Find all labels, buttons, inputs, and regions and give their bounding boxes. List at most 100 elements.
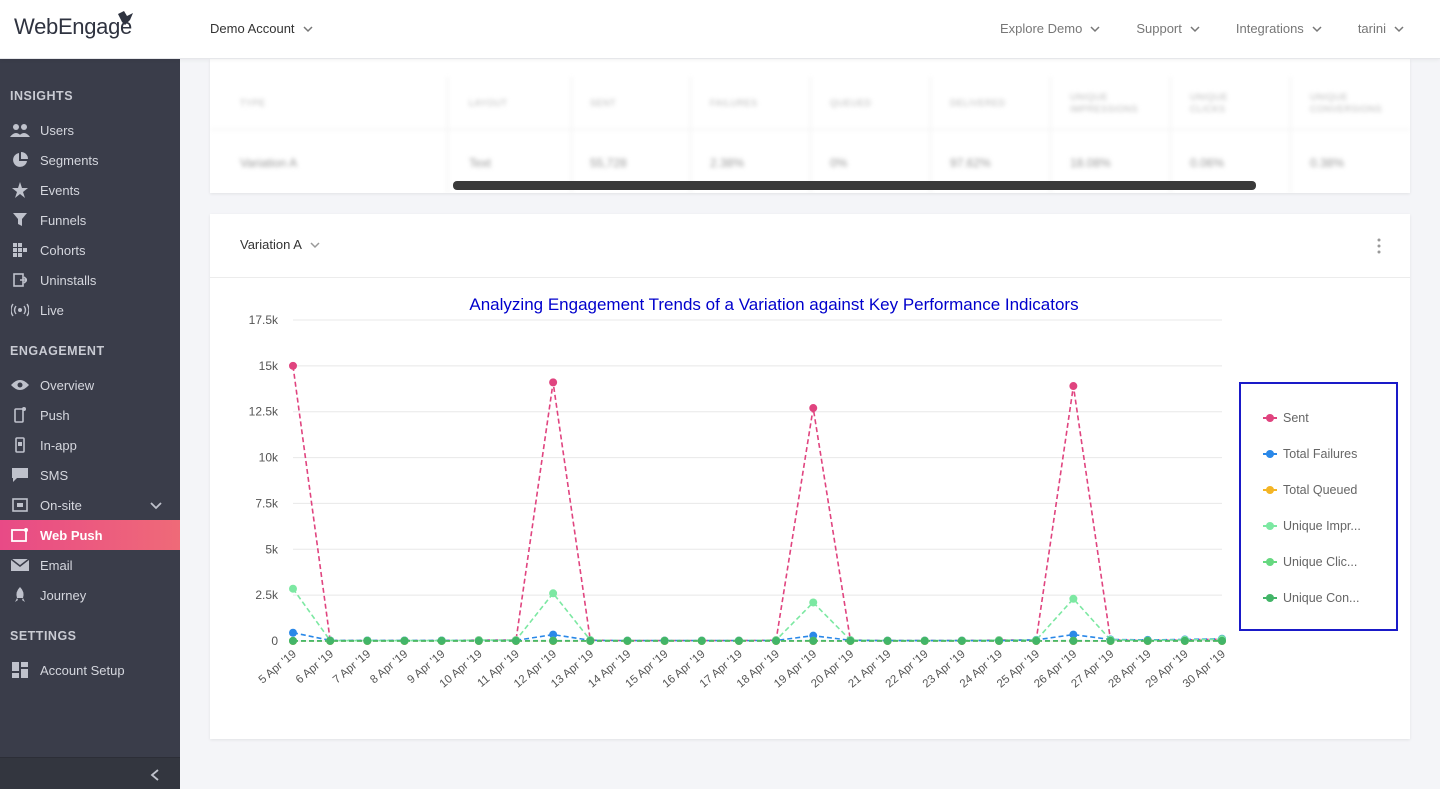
- user-menu[interactable]: tarini: [1358, 21, 1404, 36]
- data-point[interactable]: [1218, 636, 1226, 645]
- sidebar-item-journey[interactable]: Journey: [0, 580, 180, 610]
- data-point[interactable]: [289, 636, 297, 645]
- data-point[interactable]: [549, 636, 558, 645]
- data-point[interactable]: [289, 584, 297, 593]
- sidebar-item-account-setup[interactable]: Account Setup: [0, 655, 180, 685]
- sidebar-item-users[interactable]: Users: [0, 115, 180, 145]
- data-point[interactable]: [1069, 636, 1078, 645]
- sidebar-item-label: SMS: [40, 467, 69, 483]
- sidebar-collapse-button[interactable]: [0, 757, 180, 789]
- data-point[interactable]: [809, 636, 818, 645]
- legend-marker: [1263, 413, 1277, 423]
- horizontal-scrollbar[interactable]: [453, 181, 1256, 190]
- data-point[interactable]: [549, 589, 558, 598]
- sidebar-item-push[interactable]: Push: [0, 400, 180, 430]
- series-line: [292, 588, 1223, 642]
- data-point[interactable]: [1069, 630, 1078, 639]
- data-point[interactable]: [995, 636, 1004, 645]
- table-header: QUEUED: [830, 98, 872, 108]
- data-point[interactable]: [1143, 636, 1152, 645]
- variation-dropdown[interactable]: Variation A: [240, 237, 320, 252]
- legend-item[interactable]: Unique Clic...: [1263, 555, 1357, 569]
- data-point[interactable]: [400, 636, 409, 645]
- legend-item[interactable]: Total Failures: [1263, 447, 1357, 461]
- data-point[interactable]: [697, 636, 706, 645]
- chevron-down-icon: [310, 240, 320, 250]
- sidebar-item-label: Uninstalls: [40, 272, 97, 288]
- legend-item[interactable]: Unique Con...: [1263, 591, 1359, 605]
- sidebar-item-uninstalls[interactable]: Uninstalls: [0, 265, 180, 295]
- legend-marker: [1263, 449, 1277, 459]
- legend-item[interactable]: Unique Impr...: [1263, 519, 1361, 533]
- data-point[interactable]: [474, 636, 483, 645]
- explore-demo-label: Explore Demo: [999, 21, 1083, 36]
- data-point[interactable]: [1180, 636, 1189, 645]
- sidebar-item-events[interactable]: Events: [0, 175, 180, 205]
- sidebar-item-label: Users: [40, 122, 74, 138]
- data-point[interactable]: [734, 636, 743, 645]
- data-point[interactable]: [1069, 594, 1078, 603]
- logo-bird-icon: [118, 11, 133, 25]
- sidebar-item-overview[interactable]: Overview: [0, 370, 180, 400]
- data-point[interactable]: [363, 636, 372, 645]
- sidebar-item-label: Push: [40, 407, 70, 423]
- sidebar-item-on-site[interactable]: On-site: [0, 490, 180, 520]
- phone-icon: [10, 407, 30, 423]
- data-point[interactable]: [586, 636, 595, 645]
- chevron-down-icon: [303, 24, 313, 34]
- data-point[interactable]: [809, 404, 818, 413]
- integrations-menu[interactable]: Integrations: [1236, 21, 1322, 36]
- table-cell: 2.38%: [710, 156, 745, 170]
- data-point[interactable]: [549, 378, 558, 387]
- more-options-icon[interactable]: [1376, 236, 1382, 256]
- sidebar-item-in-app[interactable]: In-app: [0, 430, 180, 460]
- sidebar-item-cohorts[interactable]: Cohorts: [0, 235, 180, 265]
- data-point[interactable]: [883, 636, 892, 645]
- data-point[interactable]: [623, 636, 632, 645]
- data-point[interactable]: [920, 636, 929, 645]
- integrations-label: Integrations: [1235, 21, 1304, 36]
- data-point[interactable]: [846, 636, 855, 645]
- explore-demo-menu[interactable]: Explore Demo: [1000, 21, 1100, 36]
- sidebar-item-web-push[interactable]: Web Push: [0, 520, 180, 550]
- y-tick-label: 15k: [259, 359, 279, 373]
- sidebar-item-sms[interactable]: SMS: [0, 460, 180, 490]
- sidebar-item-label: Funnels: [40, 212, 87, 228]
- sidebar-item-label: Segments: [40, 152, 99, 168]
- column-divider: [1170, 77, 1171, 193]
- engagement-line-chart: Analyzing Engagement Trends of a Variati…: [249, 295, 1228, 690]
- support-menu[interactable]: Support: [1136, 21, 1200, 36]
- legend-item[interactable]: Total Queued: [1263, 483, 1357, 497]
- webengage-logo[interactable]: WebEngage: [14, 14, 132, 39]
- data-point[interactable]: [511, 636, 520, 645]
- column-divider: [1050, 77, 1051, 193]
- data-point[interactable]: [549, 630, 558, 639]
- y-tick-label: 17.5k: [249, 313, 279, 327]
- broadcast-icon: [10, 302, 30, 318]
- data-point[interactable]: [437, 636, 446, 645]
- chart-legend: Sent Total Failures Total Queued Unique Imp…: [1239, 382, 1398, 631]
- chart-title: Analyzing Engagement Trends of a Variati…: [469, 295, 1078, 314]
- sidebar-item-funnels[interactable]: Funnels: [0, 205, 180, 235]
- sidebar-item-label: Events: [40, 182, 80, 198]
- table-header: LAYOUT: [469, 98, 508, 108]
- legend-item[interactable]: Sent: [1263, 411, 1309, 425]
- sidebar-item-label: Live: [40, 302, 64, 318]
- data-point[interactable]: [326, 636, 335, 645]
- data-point[interactable]: [1069, 382, 1078, 391]
- data-point[interactable]: [772, 636, 781, 645]
- account-switcher[interactable]: Demo Account: [210, 21, 313, 36]
- data-point[interactable]: [660, 636, 669, 645]
- sidebar-item-email[interactable]: Email: [0, 550, 180, 580]
- sidebar-item-live[interactable]: Live: [0, 295, 180, 325]
- data-point[interactable]: [957, 636, 966, 645]
- data-point[interactable]: [1106, 636, 1115, 645]
- data-point[interactable]: [289, 628, 297, 637]
- sidebar-item-segments[interactable]: Segments: [0, 145, 180, 175]
- legend-marker: [1263, 521, 1277, 531]
- data-point[interactable]: [1032, 636, 1041, 645]
- x-tick-label: 6 Apr '19: [294, 648, 336, 686]
- data-point[interactable]: [289, 361, 297, 370]
- data-point[interactable]: [809, 598, 818, 607]
- chevron-down-icon[interactable]: [150, 499, 162, 514]
